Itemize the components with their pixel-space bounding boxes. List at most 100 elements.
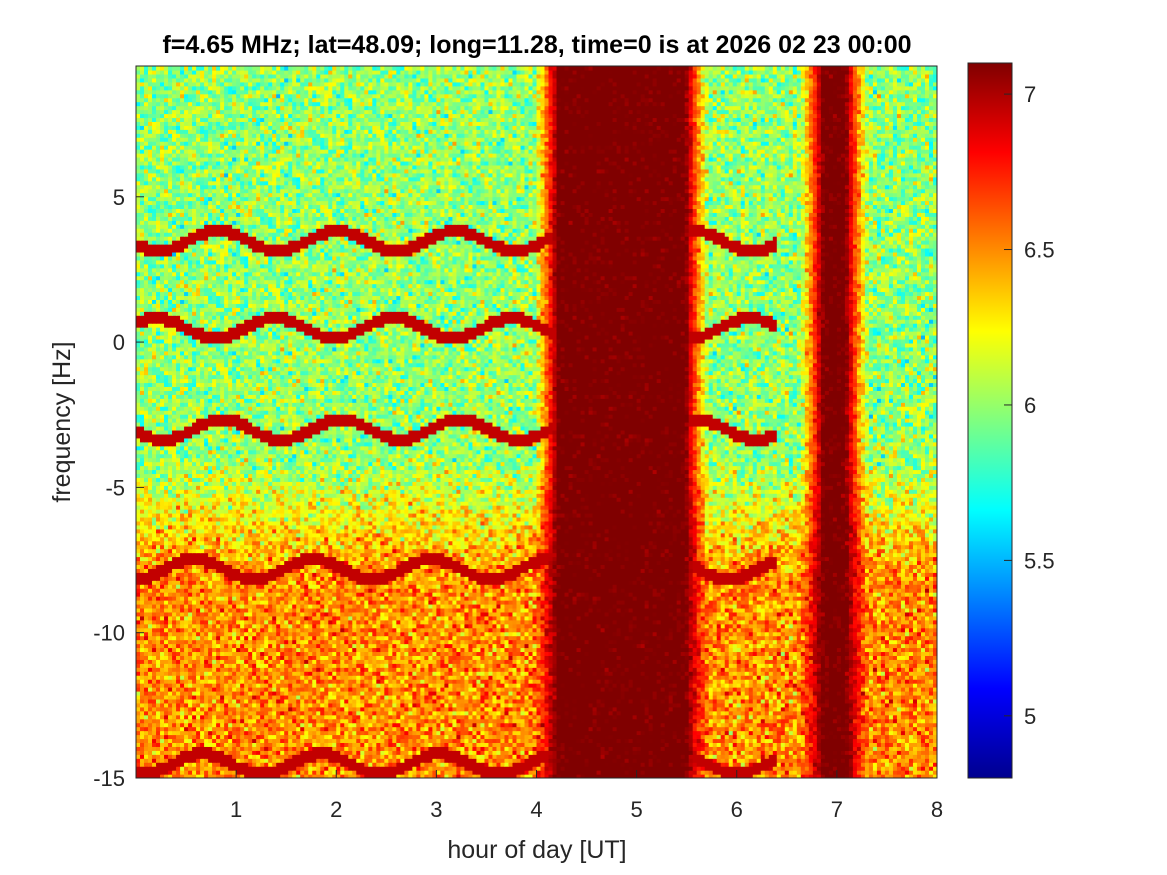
- spectrogram-cell: [592, 722, 598, 728]
- spectrogram-cell: [448, 758, 453, 763]
- spectrogram-cell: [216, 687, 221, 692]
- spectrogram-cell: [880, 726, 886, 732]
- spectrogram-cell: [524, 742, 530, 747]
- spectrogram-cell: [864, 746, 870, 751]
- spectrogram-cell: [828, 679, 834, 684]
- spectrogram-cell: [164, 746, 169, 751]
- spectrogram-cell: [288, 679, 293, 684]
- spectrogram-cell: [604, 702, 610, 708]
- spectrogram-cell: [324, 702, 329, 708]
- spectrogram-cell: [216, 702, 221, 708]
- spectrogram-cell: [900, 702, 906, 708]
- spectrogram-cell: [820, 762, 826, 767]
- spectrogram-cell: [664, 726, 670, 732]
- spectrogram-cell: [220, 694, 225, 700]
- spectrogram-cell: [200, 722, 205, 728]
- spectrogram-cell: [732, 750, 738, 755]
- spectrogram-cell: [744, 702, 750, 708]
- spectrogram-cell: [556, 694, 562, 700]
- spectrogram-cell: [872, 714, 878, 720]
- spectrogram-cell: [244, 694, 249, 700]
- spectrogram-cell: [600, 710, 606, 716]
- spectrogram-cell: [492, 687, 498, 692]
- spectrogram-cell: [180, 698, 185, 704]
- spectrogram-cell: [692, 750, 698, 755]
- spectrogram-cell: [592, 742, 598, 747]
- spectrogram-cell: [136, 770, 141, 775]
- spectrogram-cell: [692, 683, 698, 688]
- spectrogram-cell: [476, 687, 482, 692]
- spectrogram-cell: [200, 718, 205, 724]
- spectrogram-cell: [456, 679, 461, 684]
- spectrogram-cell: [692, 687, 698, 692]
- spectrogram-cell: [820, 718, 826, 724]
- spectrogram-cell: [876, 718, 882, 724]
- spectrogram-cell: [780, 758, 786, 763]
- spectrogram-cell: [864, 762, 870, 767]
- spectrogram-cell: [276, 694, 281, 700]
- spectrogram-cell: [420, 766, 425, 771]
- spectrogram-cell: [412, 742, 417, 747]
- spectrogram-cell: [476, 710, 482, 716]
- spectrogram-cell: [308, 730, 313, 736]
- spectrogram-cell: [664, 774, 670, 778]
- spectrogram-cell: [144, 718, 149, 724]
- spectrogram-cell: [248, 714, 253, 720]
- spectrogram-cell: [916, 742, 922, 747]
- spectrogram-cell: [916, 722, 922, 728]
- spectrogram-cell: [864, 687, 870, 692]
- spectrogram-cell: [468, 722, 474, 728]
- spectrogram-cell: [548, 734, 554, 740]
- spectrogram-cell: [772, 714, 778, 720]
- spectrogram-cell: [400, 690, 405, 696]
- spectrogram-cell: [740, 754, 746, 759]
- spectrogram-cell: [912, 770, 918, 775]
- spectrogram-cell: [704, 770, 710, 775]
- spectrogram-cell: [224, 726, 229, 732]
- spectrogram-cell: [512, 718, 518, 724]
- spectrogram-cell: [704, 714, 710, 720]
- spectrogram-cell: [188, 694, 193, 700]
- spectrogram-cell: [844, 722, 850, 728]
- spectrogram-cell: [836, 730, 842, 736]
- spectrogram-cell: [288, 754, 293, 759]
- spectrogram-cell: [584, 702, 590, 708]
- spectrogram-cell: [300, 770, 305, 775]
- spectrogram-cell: [624, 702, 630, 708]
- spectrogram-cell: [844, 698, 850, 704]
- spectrogram-cell: [708, 766, 714, 771]
- spectrogram-cell: [328, 679, 333, 684]
- spectrogram-cell: [320, 679, 325, 684]
- spectrogram-cell: [748, 754, 754, 759]
- spectrogram-cell: [520, 734, 526, 740]
- spectrogram-cell: [184, 742, 189, 747]
- spectrogram-cell: [204, 714, 209, 720]
- spectrogram-cell: [820, 766, 826, 771]
- spectrogram-cell: [716, 702, 722, 708]
- spectrogram-cell: [780, 734, 786, 740]
- spectrogram-cell: [276, 683, 281, 688]
- spectrogram-cell: [524, 706, 530, 712]
- spectrogram-cell: [544, 694, 550, 700]
- spectrogram-cell: [872, 734, 878, 740]
- spectrogram-cell: [140, 726, 145, 732]
- spectrogram-cell: [460, 770, 466, 775]
- spectrogram-cell: [292, 714, 297, 720]
- spectrogram-cell: [900, 726, 906, 732]
- spectrogram-cell: [368, 710, 373, 716]
- spectrogram-cell: [904, 702, 910, 708]
- spectrogram-cell: [152, 679, 157, 684]
- spectrogram-cell: [688, 730, 694, 736]
- spectrogram-cell: [584, 762, 590, 767]
- spectrogram-cell: [892, 754, 898, 759]
- spectrogram-cell: [700, 758, 706, 763]
- spectrogram-cell: [908, 730, 914, 736]
- spectrogram-cell: [448, 754, 453, 759]
- spectrogram-cell: [256, 694, 261, 700]
- spectrogram-cell: [156, 746, 161, 751]
- spectrogram-cell: [396, 734, 401, 740]
- spectrogram-cell: [428, 770, 433, 775]
- spectrogram-cell: [308, 679, 313, 684]
- spectrogram-cell: [640, 683, 646, 688]
- spectrogram-cell: [408, 683, 413, 688]
